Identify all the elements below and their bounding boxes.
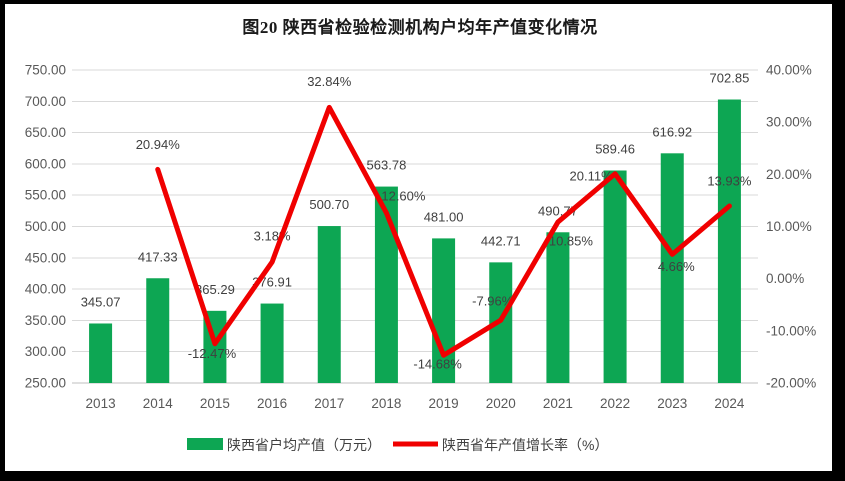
x-axis-tick: 2015	[200, 396, 230, 411]
growth-rate-line	[155, 104, 732, 358]
x-axis-tick: 2016	[257, 396, 287, 411]
line-value-label: 20.94%	[136, 137, 181, 152]
bar	[146, 278, 170, 383]
left-axis-tick: 250.00	[25, 376, 66, 391]
right-axis-tick: -10.00%	[766, 323, 816, 338]
bar-value-label: 442.71	[481, 233, 521, 248]
left-axis-tick-labels: 750.00 700.00 650.00 600.00 550.00 500.00 450.…	[25, 63, 66, 391]
x-axis-tick: 2013	[86, 396, 116, 411]
right-axis-tick: 40.00%	[766, 63, 812, 78]
right-axis-tick: 0.00%	[766, 271, 804, 286]
left-axis-tick: 700.00	[25, 94, 66, 109]
left-axis-tick: 600.00	[25, 156, 66, 171]
x-axis-tick: 2018	[371, 396, 401, 411]
bar	[603, 170, 627, 383]
chart-title: 图20 陕西省检验检测机构户均年产值变化情况	[242, 17, 597, 37]
bar-series	[89, 99, 741, 383]
legend-bar-label: 陕西省户均产值（万元）	[227, 437, 381, 453]
line-value-label: 4.66%	[658, 259, 695, 274]
x-axis-tick: 2022	[600, 396, 630, 411]
line-value-label: 20.11%	[570, 168, 614, 183]
bar-value-label: 702.85	[710, 71, 750, 86]
bar-value-label: 365.29	[195, 282, 235, 297]
right-axis-tick: 10.00%	[766, 219, 812, 234]
x-axis-tick: 2020	[486, 396, 516, 411]
line-value-label: 13.93%	[707, 173, 752, 188]
left-axis-tick: 350.00	[25, 313, 66, 328]
bar	[260, 303, 284, 383]
left-axis-tick: 500.00	[25, 219, 66, 234]
combo-chart: 图20 陕西省检验检测机构户均年产值变化情况 750.00 700.00 650.0…	[25, 17, 817, 453]
left-axis-tick: 650.00	[25, 125, 66, 140]
right-axis-tick: 30.00%	[766, 115, 812, 130]
bar-value-label: 481.00	[424, 209, 464, 224]
right-axis-tick: 20.00%	[766, 167, 812, 182]
x-axis-tick-labels: 2013 2014 2015 2016 2017 2018 2019 2020 2021 2022…	[86, 396, 745, 411]
right-axis-tick: -20.00%	[766, 376, 816, 391]
bar	[546, 232, 570, 383]
bar	[317, 226, 341, 383]
x-axis-tick: 2021	[543, 396, 573, 411]
left-axis-tick: 750.00	[25, 63, 66, 78]
bar	[374, 186, 398, 383]
x-axis-tick: 2014	[143, 396, 174, 411]
line-value-label: -14.68%	[413, 357, 462, 372]
line-value-label: 12.60%	[381, 188, 426, 203]
bar-value-label: 616.92	[652, 124, 692, 139]
x-axis-tick: 2017	[314, 396, 344, 411]
left-axis-tick: 450.00	[25, 250, 66, 265]
bar-value-label: 417.33	[138, 249, 178, 264]
bar-value-label: 500.70	[309, 197, 349, 212]
bar-value-label: 563.78	[367, 158, 407, 173]
x-axis-tick: 2019	[429, 396, 459, 411]
line-value-label: 32.84%	[307, 74, 352, 89]
legend: 陕西省户均产值（万元） 陕西省年产值增长率（%）	[187, 437, 608, 453]
line-value-label: -12.47%	[188, 346, 237, 361]
legend-line-label: 陕西省年产值增长率（%）	[442, 437, 608, 453]
left-axis-tick: 550.00	[25, 188, 66, 203]
line-series	[155, 104, 732, 358]
line-value-label: 10.85%	[549, 234, 594, 249]
left-axis-tick: 300.00	[25, 344, 66, 359]
bar-value-label: 345.07	[81, 294, 121, 309]
chart-canvas: 图20 陕西省检验检测机构户均年产值变化情况 750.00 700.00 650.0…	[5, 4, 832, 471]
bar	[660, 153, 684, 383]
line-value-label: -7.96%	[472, 294, 514, 309]
legend-bar-swatch	[187, 438, 223, 450]
x-axis-tick: 2023	[657, 396, 687, 411]
right-axis-tick-labels: 40.00% 30.00% 20.00% 10.00% 0.00% -10.00% -20.…	[766, 63, 816, 391]
bar	[717, 99, 741, 383]
bar	[89, 323, 113, 383]
x-axis-tick: 2024	[714, 396, 745, 411]
line-value-labels: 20.94%-12.47%3.18%32.84%12.60%-14.68%-7.…	[136, 74, 752, 372]
left-axis-tick: 400.00	[25, 282, 66, 297]
bar-value-label: 589.46	[595, 141, 635, 156]
